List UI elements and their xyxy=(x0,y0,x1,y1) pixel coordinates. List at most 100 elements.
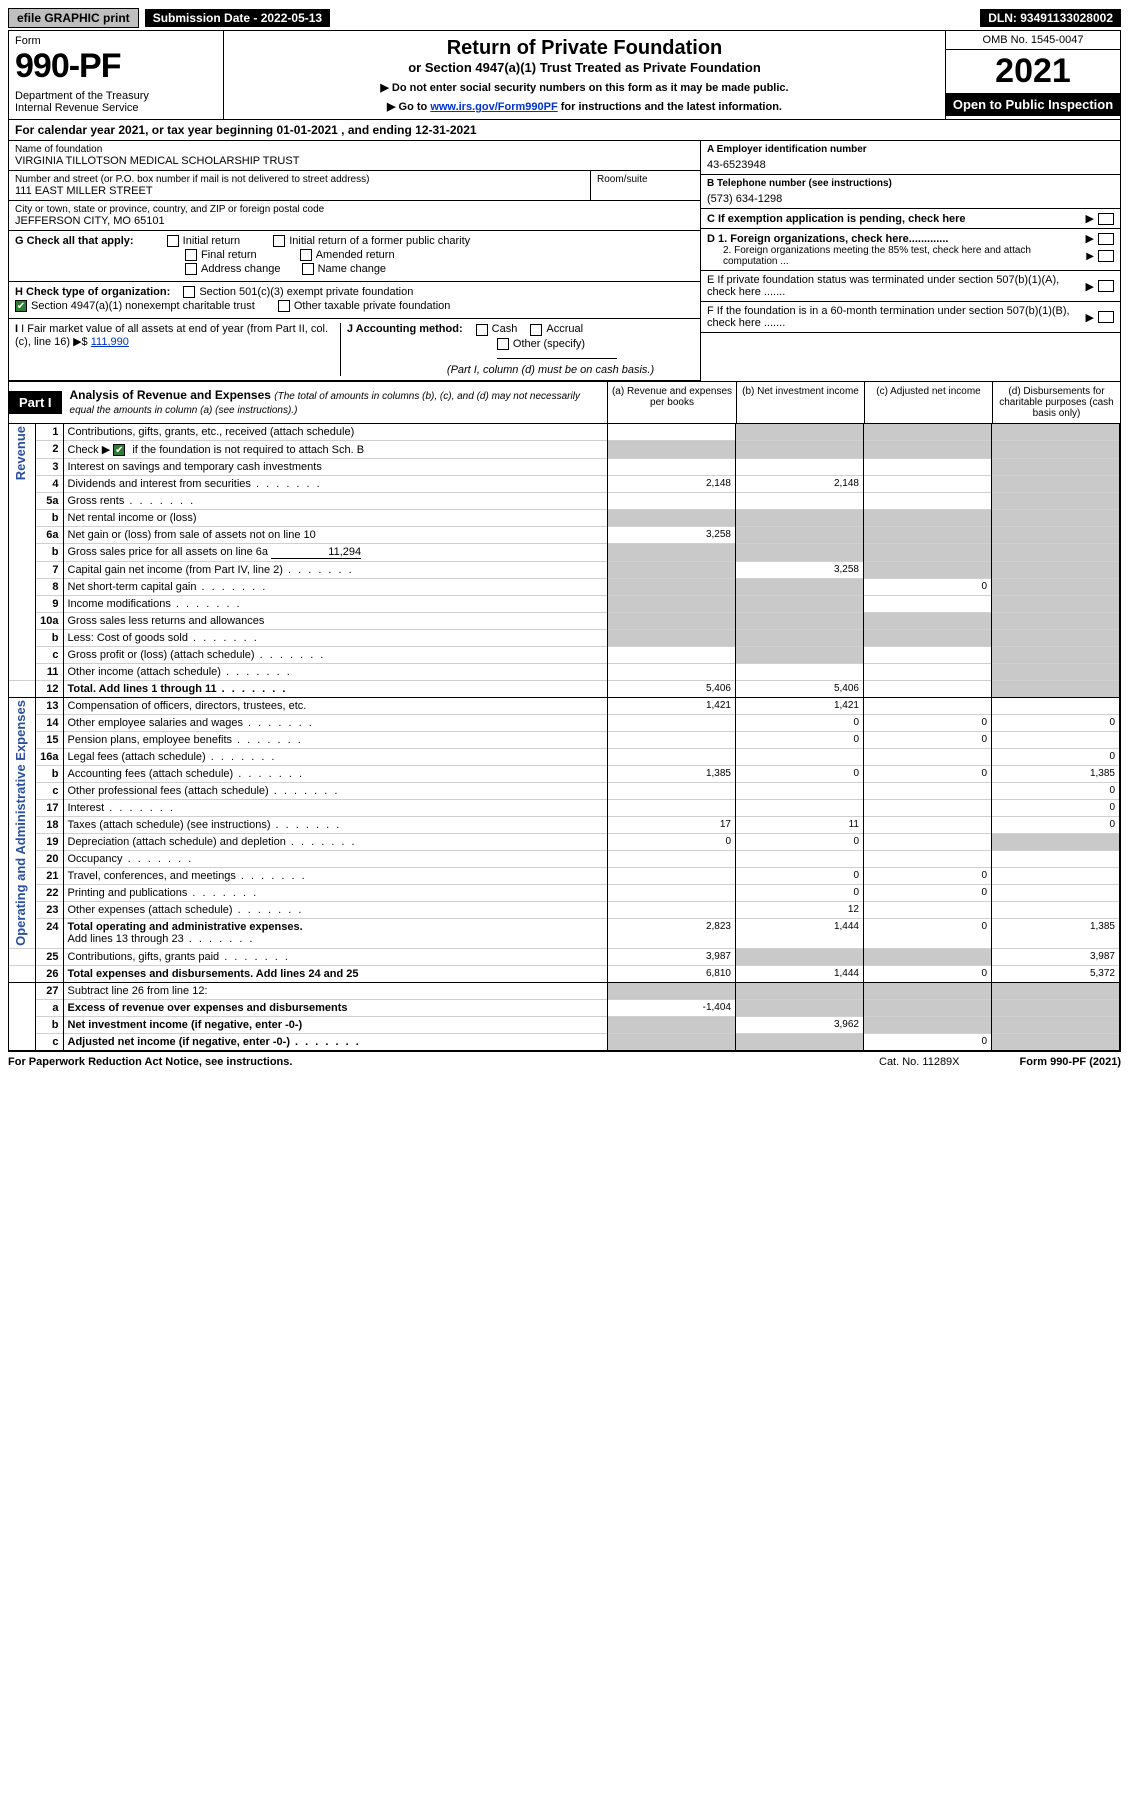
revenue-side-label: Revenue xyxy=(13,426,28,480)
name-label: Name of foundation xyxy=(15,144,694,155)
row-10b: bLess: Cost of goods sold xyxy=(9,629,1120,646)
checkbox-initial-return[interactable] xyxy=(167,235,179,247)
desc-16c: Other professional fees (attach schedule… xyxy=(63,782,608,799)
footer-left: For Paperwork Reduction Act Notice, see … xyxy=(8,1056,292,1068)
ln-15: 15 xyxy=(35,731,63,748)
j-other: Other (specify) xyxy=(513,338,585,350)
name-cell: Name of foundation VIRGINIA TILLOTSON ME… xyxy=(9,141,700,171)
checkbox-cash[interactable] xyxy=(476,324,488,336)
row-3: 3Interest on savings and temporary cash … xyxy=(9,458,1120,475)
ln-27b: b xyxy=(35,1016,63,1033)
page-footer: For Paperwork Reduction Act Notice, see … xyxy=(8,1052,1121,1068)
r27c-c: 0 xyxy=(864,1033,992,1050)
arrow-icon: ▶ xyxy=(1086,232,1094,245)
desc-18: Taxes (attach schedule) (see instruction… xyxy=(63,817,608,834)
ln-27a: a xyxy=(35,999,63,1016)
addr-row: Number and street (or P.O. box number if… xyxy=(9,171,700,201)
ln-2: 2 xyxy=(35,440,63,458)
desc-8: Net short-term capital gain xyxy=(63,578,608,595)
desc-6a: Net gain or (loss) from sale of assets n… xyxy=(63,526,608,543)
instr2-pre: ▶ Go to xyxy=(387,101,430,113)
row-10a: 10aGross sales less returns and allowanc… xyxy=(9,612,1120,629)
g-opt-0: Initial return xyxy=(183,235,240,247)
checkbox-501c3[interactable] xyxy=(183,286,195,298)
efile-button[interactable]: efile GRAPHIC print xyxy=(8,8,139,28)
desc-2-pre: Check ▶ xyxy=(68,444,114,456)
checkbox-final-return[interactable] xyxy=(185,249,197,261)
r12-a: 5,406 xyxy=(608,680,736,697)
item-d: D 1. Foreign organizations, check here..… xyxy=(701,229,1120,271)
checkbox-f[interactable] xyxy=(1098,311,1114,323)
r13-a: 1,421 xyxy=(608,697,736,714)
desc-23: Other expenses (attach schedule) xyxy=(63,902,608,919)
checkbox-other-taxable[interactable] xyxy=(278,300,290,312)
desc-27a: Excess of revenue over expenses and disb… xyxy=(63,999,608,1016)
entity-info: Name of foundation VIRGINIA TILLOTSON ME… xyxy=(9,141,1120,381)
desc-4: Dividends and interest from securities xyxy=(63,475,608,492)
checkbox-4947a1[interactable] xyxy=(15,300,27,312)
r25-a: 3,987 xyxy=(608,948,736,965)
r15-c: 0 xyxy=(864,731,992,748)
ln-10b: b xyxy=(35,629,63,646)
desc-27c: Adjusted net income (if negative, enter … xyxy=(63,1033,608,1050)
checkbox-c[interactable] xyxy=(1098,213,1114,225)
h-opt-2: Section 4947(a)(1) nonexempt charitable … xyxy=(31,300,255,312)
row-25: 25Contributions, gifts, grants paid3,987… xyxy=(9,948,1120,965)
row-19: 19Depreciation (attach schedule) and dep… xyxy=(9,834,1120,851)
desc-26: Total expenses and disbursements. Add li… xyxy=(63,965,608,982)
checkbox-schb[interactable] xyxy=(113,444,125,456)
phone-cell: B Telephone number (see instructions) (5… xyxy=(701,175,1120,209)
checkbox-d1[interactable] xyxy=(1098,233,1114,245)
expenses-side-label: Operating and Administrative Expenses xyxy=(13,700,28,946)
city-value: JEFFERSON CITY, MO 65101 xyxy=(15,215,694,227)
j-note: (Part I, column (d) must be on cash basi… xyxy=(447,364,694,376)
checkbox-e[interactable] xyxy=(1098,280,1114,292)
row-15: 15Pension plans, employee benefits00 xyxy=(9,731,1120,748)
form990pf-link[interactable]: www.irs.gov/Form990PF xyxy=(430,101,557,113)
r21-c: 0 xyxy=(864,868,992,885)
desc-24-b: Total operating and administrative expen… xyxy=(68,921,303,933)
r8-c: 0 xyxy=(864,578,992,595)
row-7: 7Capital gain net income (from Part IV, … xyxy=(9,561,1120,578)
row-24: 24Total operating and administrative exp… xyxy=(9,919,1120,948)
arrow-icon: ▶ xyxy=(1086,212,1094,225)
instr-1: ▶ Do not enter social security numbers o… xyxy=(234,81,935,94)
desc-12: Total. Add lines 1 through 11 xyxy=(63,680,608,697)
item-c: C If exemption application is pending, c… xyxy=(701,209,1120,229)
row-27a: aExcess of revenue over expenses and dis… xyxy=(9,999,1120,1016)
desc-7: Capital gain net income (from Part IV, l… xyxy=(63,561,608,578)
j-cash: Cash xyxy=(492,323,518,335)
row-8: 8Net short-term capital gain0 xyxy=(9,578,1120,595)
row-22: 22Printing and publications00 xyxy=(9,885,1120,902)
checkbox-d2[interactable] xyxy=(1098,250,1114,262)
checkbox-accrual[interactable] xyxy=(530,324,542,336)
section-h: H Check type of organization: Section 50… xyxy=(9,282,700,319)
desc-27b: Net investment income (if negative, ente… xyxy=(63,1016,608,1033)
d1-label: D 1. Foreign organizations, check here..… xyxy=(707,233,1082,245)
calendar-year-row: For calendar year 2021, or tax year begi… xyxy=(9,120,1120,141)
checkbox-initial-former[interactable] xyxy=(273,235,285,247)
checkbox-address-change[interactable] xyxy=(185,263,197,275)
desc-16b: Accounting fees (attach schedule) xyxy=(63,765,608,782)
ln-3: 3 xyxy=(35,458,63,475)
checkbox-name-change[interactable] xyxy=(302,263,314,275)
row-14: 14Other employee salaries and wages000 xyxy=(9,714,1120,731)
checkbox-amended[interactable] xyxy=(300,249,312,261)
checkbox-other-method[interactable] xyxy=(497,338,509,350)
g-opt-5: Name change xyxy=(318,263,387,275)
item-f: F If the foundation is in a 60-month ter… xyxy=(701,302,1120,333)
col-c-header: (c) Adjusted net income xyxy=(864,382,992,423)
city-cell: City or town, state or province, country… xyxy=(9,201,700,231)
row-5b: bNet rental income or (loss) xyxy=(9,509,1120,526)
ln-7: 7 xyxy=(35,561,63,578)
r13-b: 1,421 xyxy=(736,697,864,714)
ln-10c: c xyxy=(35,646,63,663)
ln-22: 22 xyxy=(35,885,63,902)
footer-mid: Cat. No. 11289X xyxy=(879,1056,960,1068)
form-container: Form 990-PF Department of the Treasury I… xyxy=(8,30,1121,1052)
row-16a: 16aLegal fees (attach schedule)0 xyxy=(9,748,1120,765)
fmv-value[interactable]: 111,990 xyxy=(91,336,129,348)
r18-d: 0 xyxy=(992,817,1120,834)
r4-a: 2,148 xyxy=(608,475,736,492)
d2-label: 2. Foreign organizations meeting the 85%… xyxy=(723,245,1082,267)
